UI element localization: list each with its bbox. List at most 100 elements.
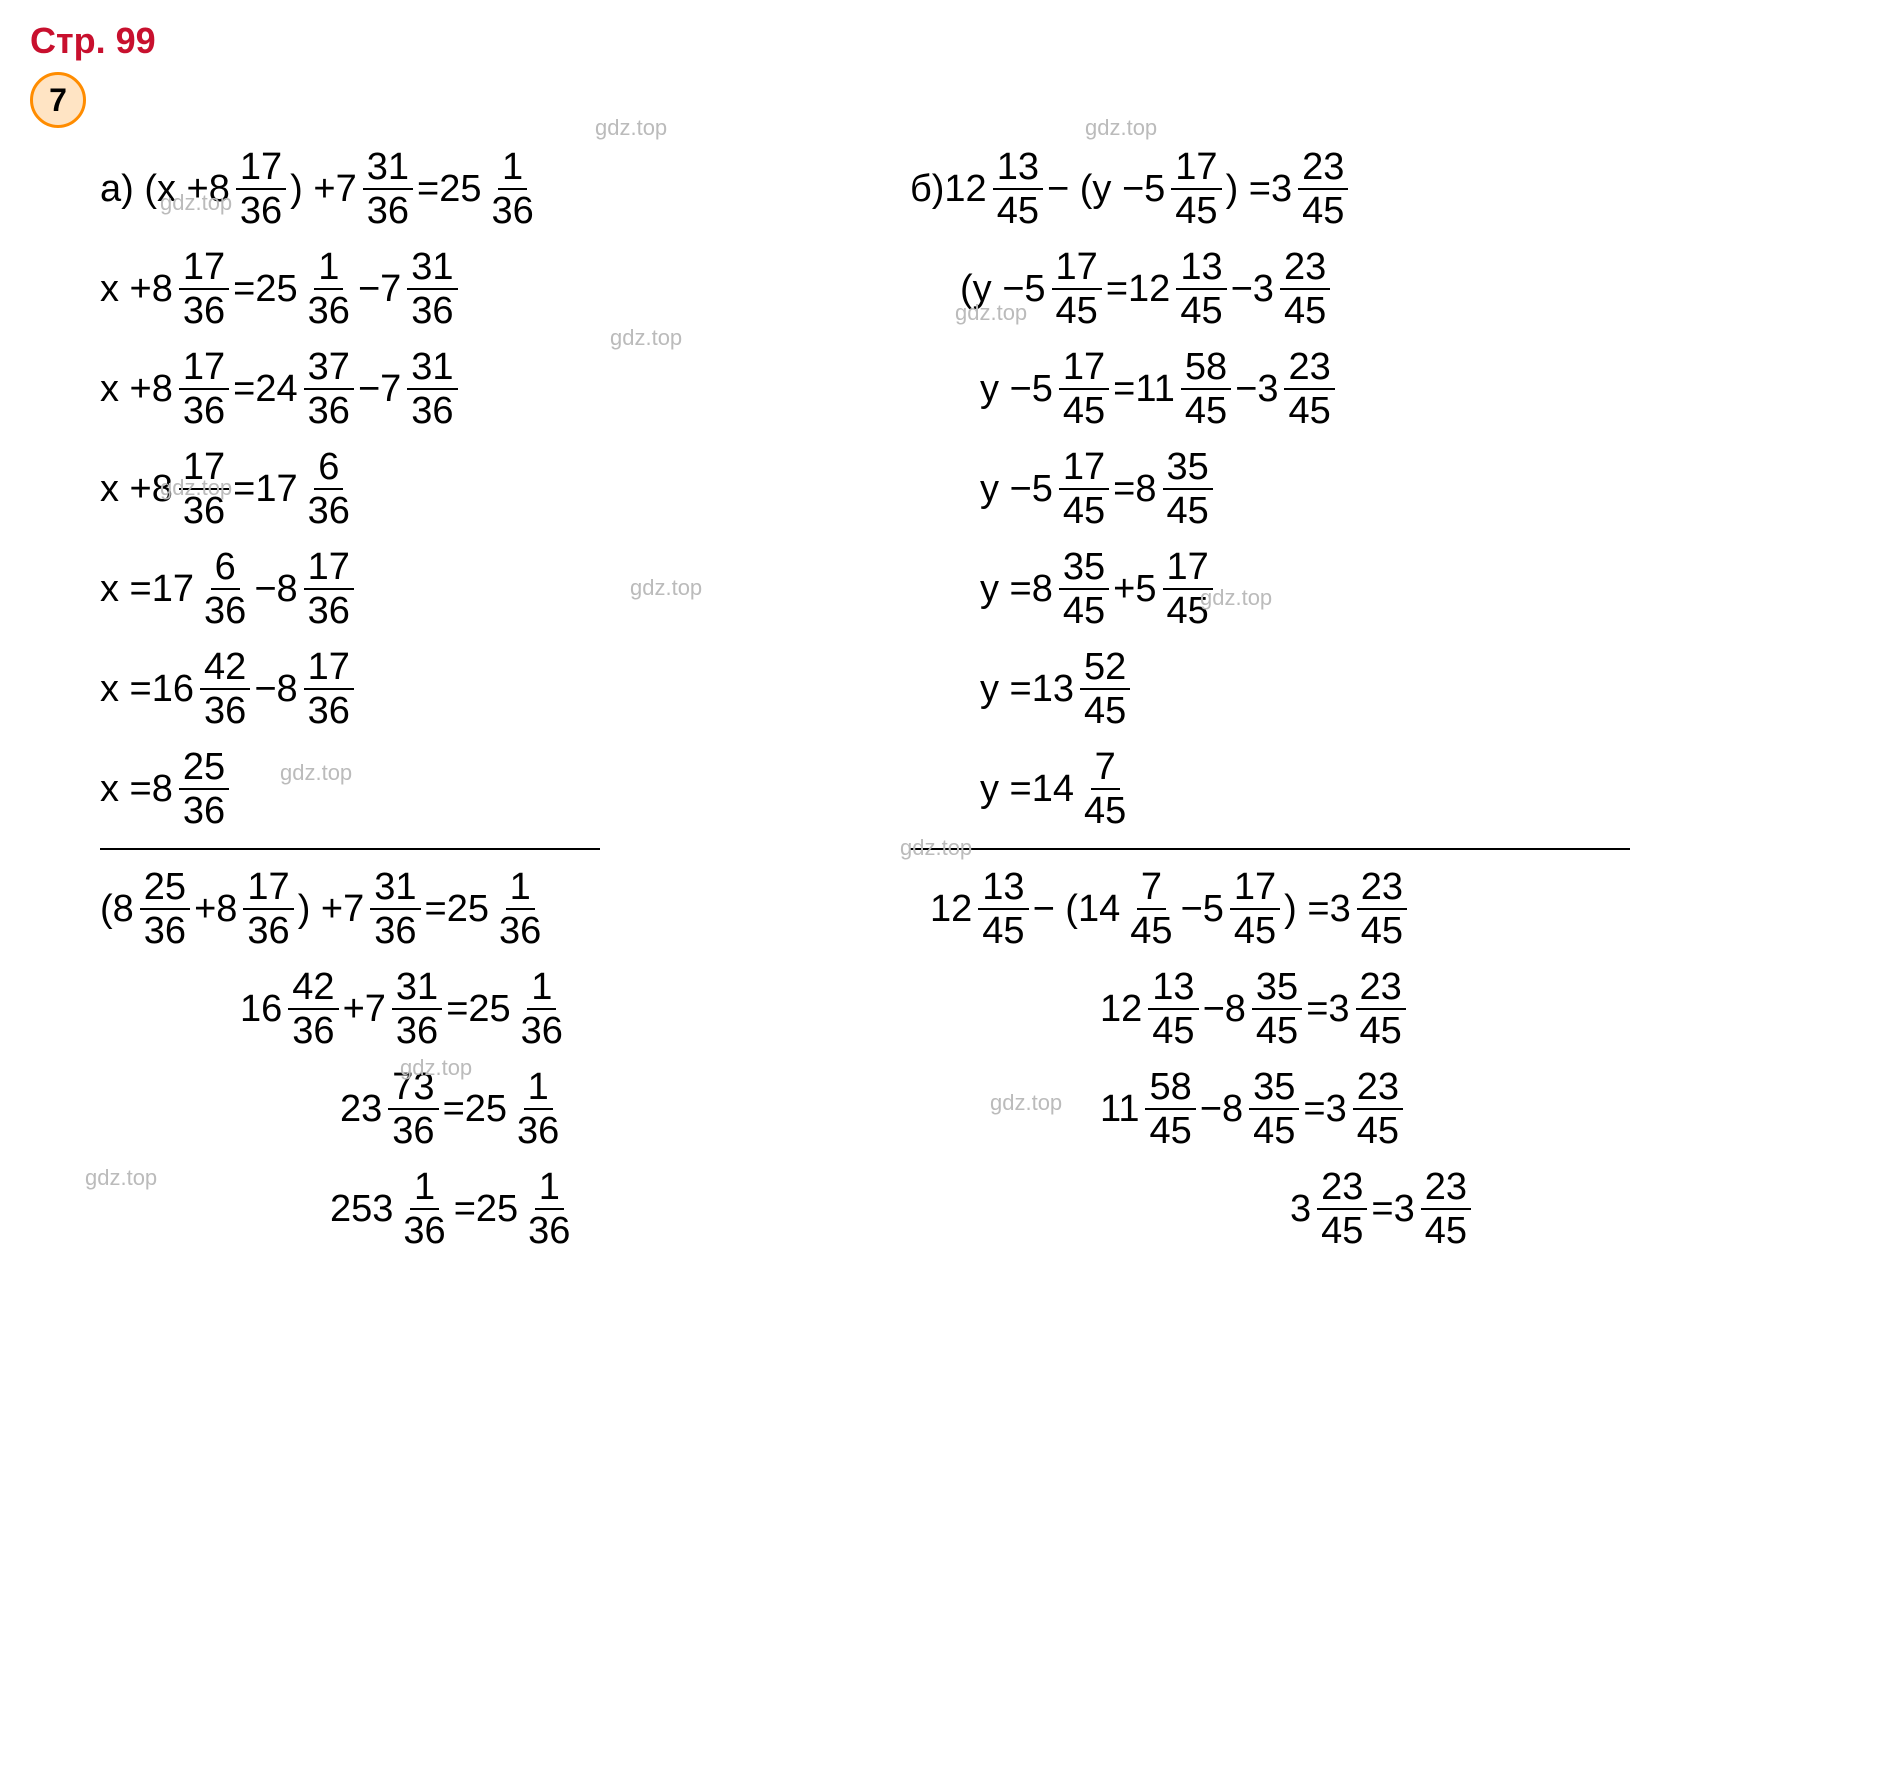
fraction: 31 36: [370, 868, 420, 950]
fraction: 31 36: [407, 248, 457, 330]
denominator: 45: [1249, 1110, 1299, 1150]
expr-text: =: [1371, 1188, 1393, 1231]
expr-text: (y −: [960, 268, 1024, 311]
mixed-number: 14 7 45: [1032, 748, 1135, 830]
whole-part: 24: [255, 368, 297, 411]
expr-text: ) =: [1226, 168, 1271, 211]
numerator: 35: [1249, 1068, 1299, 1110]
mixed-number: 3 23 45: [1326, 1068, 1407, 1150]
mixed-number: 8 17 36: [152, 248, 233, 330]
numerator: 1: [527, 968, 556, 1010]
mixed-number: 3 23 45: [1257, 348, 1338, 430]
mixed-number: 25 1 36: [476, 1168, 579, 1250]
math-line: x = 17 6 36 − 8 17 36: [100, 548, 850, 630]
mixed-number: 25 1 36: [439, 148, 542, 230]
numerator: 31: [363, 148, 413, 190]
expr-text: =: [417, 168, 439, 211]
check-divider: [910, 848, 1630, 850]
mixed-number: 5 17 45: [1135, 548, 1216, 630]
numerator: 35: [1252, 968, 1302, 1010]
mixed-number: 12 13 45: [944, 148, 1047, 230]
numerator: 35: [1059, 548, 1109, 590]
expr-text: =: [1306, 988, 1328, 1031]
math-line: y − 5 17 45 = 11 58 45 − 3 23 45: [910, 348, 1810, 430]
denominator: 36: [513, 1110, 563, 1150]
mixed-number: 8 17 36: [209, 148, 290, 230]
mixed-number: 17 6 36: [152, 548, 255, 630]
denominator: 36: [288, 1010, 338, 1050]
fraction: 1 36: [495, 868, 545, 950]
numerator: 7: [1137, 868, 1166, 910]
whole-part: 3: [1394, 1188, 1415, 1231]
mixed-number: 12 13 45: [1100, 968, 1203, 1050]
denominator: 45: [1176, 290, 1226, 330]
whole-part: 25: [255, 268, 297, 311]
whole-part: 25: [476, 1188, 518, 1231]
mixed-number: 5 17 45: [1032, 348, 1113, 430]
fraction: 35 45: [1059, 548, 1109, 630]
fraction: 52 45: [1080, 648, 1130, 730]
denominator: 45: [1353, 1110, 1403, 1150]
denominator: 45: [1421, 1210, 1471, 1250]
mixed-number: 25 1 36: [468, 968, 571, 1050]
mixed-number: 8 17 36: [277, 648, 358, 730]
numerator: 17: [243, 868, 293, 910]
expr-text: −: [1231, 268, 1253, 311]
expr-text: (: [100, 888, 113, 931]
mixed-number: 17 6 36: [255, 448, 358, 530]
expr-text: y −: [980, 368, 1032, 411]
numerator: 1: [506, 868, 535, 910]
math-line: y = 13 52 45: [910, 648, 1810, 730]
numerator: 31: [392, 968, 442, 1010]
fraction: 6 36: [304, 448, 354, 530]
numerator: 17: [179, 248, 229, 290]
expr-text: =: [1113, 468, 1135, 511]
numerator: 23: [1280, 248, 1330, 290]
math-line: (y − 5 17 45 = 12 13 45 − 3 23 45: [910, 248, 1810, 330]
whole-part: 8: [1222, 1088, 1243, 1131]
mixed-number: 3 23 45: [1330, 868, 1411, 950]
numerator: 6: [314, 448, 343, 490]
whole-part: 16: [152, 668, 194, 711]
mixed-number: 8 25 36: [113, 868, 194, 950]
numerator: 31: [407, 348, 457, 390]
fraction: 23 45: [1317, 1168, 1367, 1250]
expr-text: =: [425, 888, 447, 931]
mixed-number: 8 25 36: [152, 748, 233, 830]
denominator: 36: [243, 910, 293, 950]
mixed-number: 25 1 36: [255, 248, 358, 330]
numerator: 13: [1176, 248, 1226, 290]
fraction: 23 45: [1353, 1068, 1403, 1150]
mixed-number: 11 58 45: [1135, 348, 1235, 430]
whole-part: 25: [439, 168, 481, 211]
mixed-number: 7 31 36: [380, 248, 461, 330]
mixed-number: 3 23 45: [1394, 1168, 1475, 1250]
expr-text: =: [233, 368, 255, 411]
numerator: 1: [314, 248, 343, 290]
numerator: 25: [179, 748, 229, 790]
whole-part: 8: [1135, 468, 1156, 511]
expr-text: ) =: [1284, 888, 1329, 931]
expr-text: −: [254, 568, 276, 611]
expr-text: −: [1200, 1088, 1222, 1131]
fraction: 13 45: [978, 868, 1028, 950]
whole-part: 8: [1225, 988, 1246, 1031]
whole-part: 11: [1100, 1088, 1139, 1131]
page-header: Стр. 99: [30, 20, 1848, 62]
denominator: 45: [1280, 290, 1330, 330]
denominator: 36: [370, 910, 420, 950]
whole-part: 5: [1144, 168, 1165, 211]
denominator: 36: [236, 190, 286, 230]
expr-text: +: [194, 888, 216, 931]
expr-text: −: [358, 368, 380, 411]
whole-part: 7: [343, 888, 364, 931]
fraction: 13 45: [993, 148, 1043, 230]
mixed-number: 8 35 45: [1222, 1068, 1303, 1150]
denominator: 45: [1230, 910, 1280, 950]
math-line: ( 8 25 36 + 8 17 36 ) + 7 31 36 = 25 1 3…: [100, 868, 850, 950]
numerator: 31: [407, 248, 457, 290]
expr-text: =: [1106, 268, 1128, 311]
whole-part: 8: [277, 668, 298, 711]
mixed-number: 8 35 45: [1225, 968, 1306, 1050]
mixed-number: 13 52 45: [1032, 648, 1135, 730]
